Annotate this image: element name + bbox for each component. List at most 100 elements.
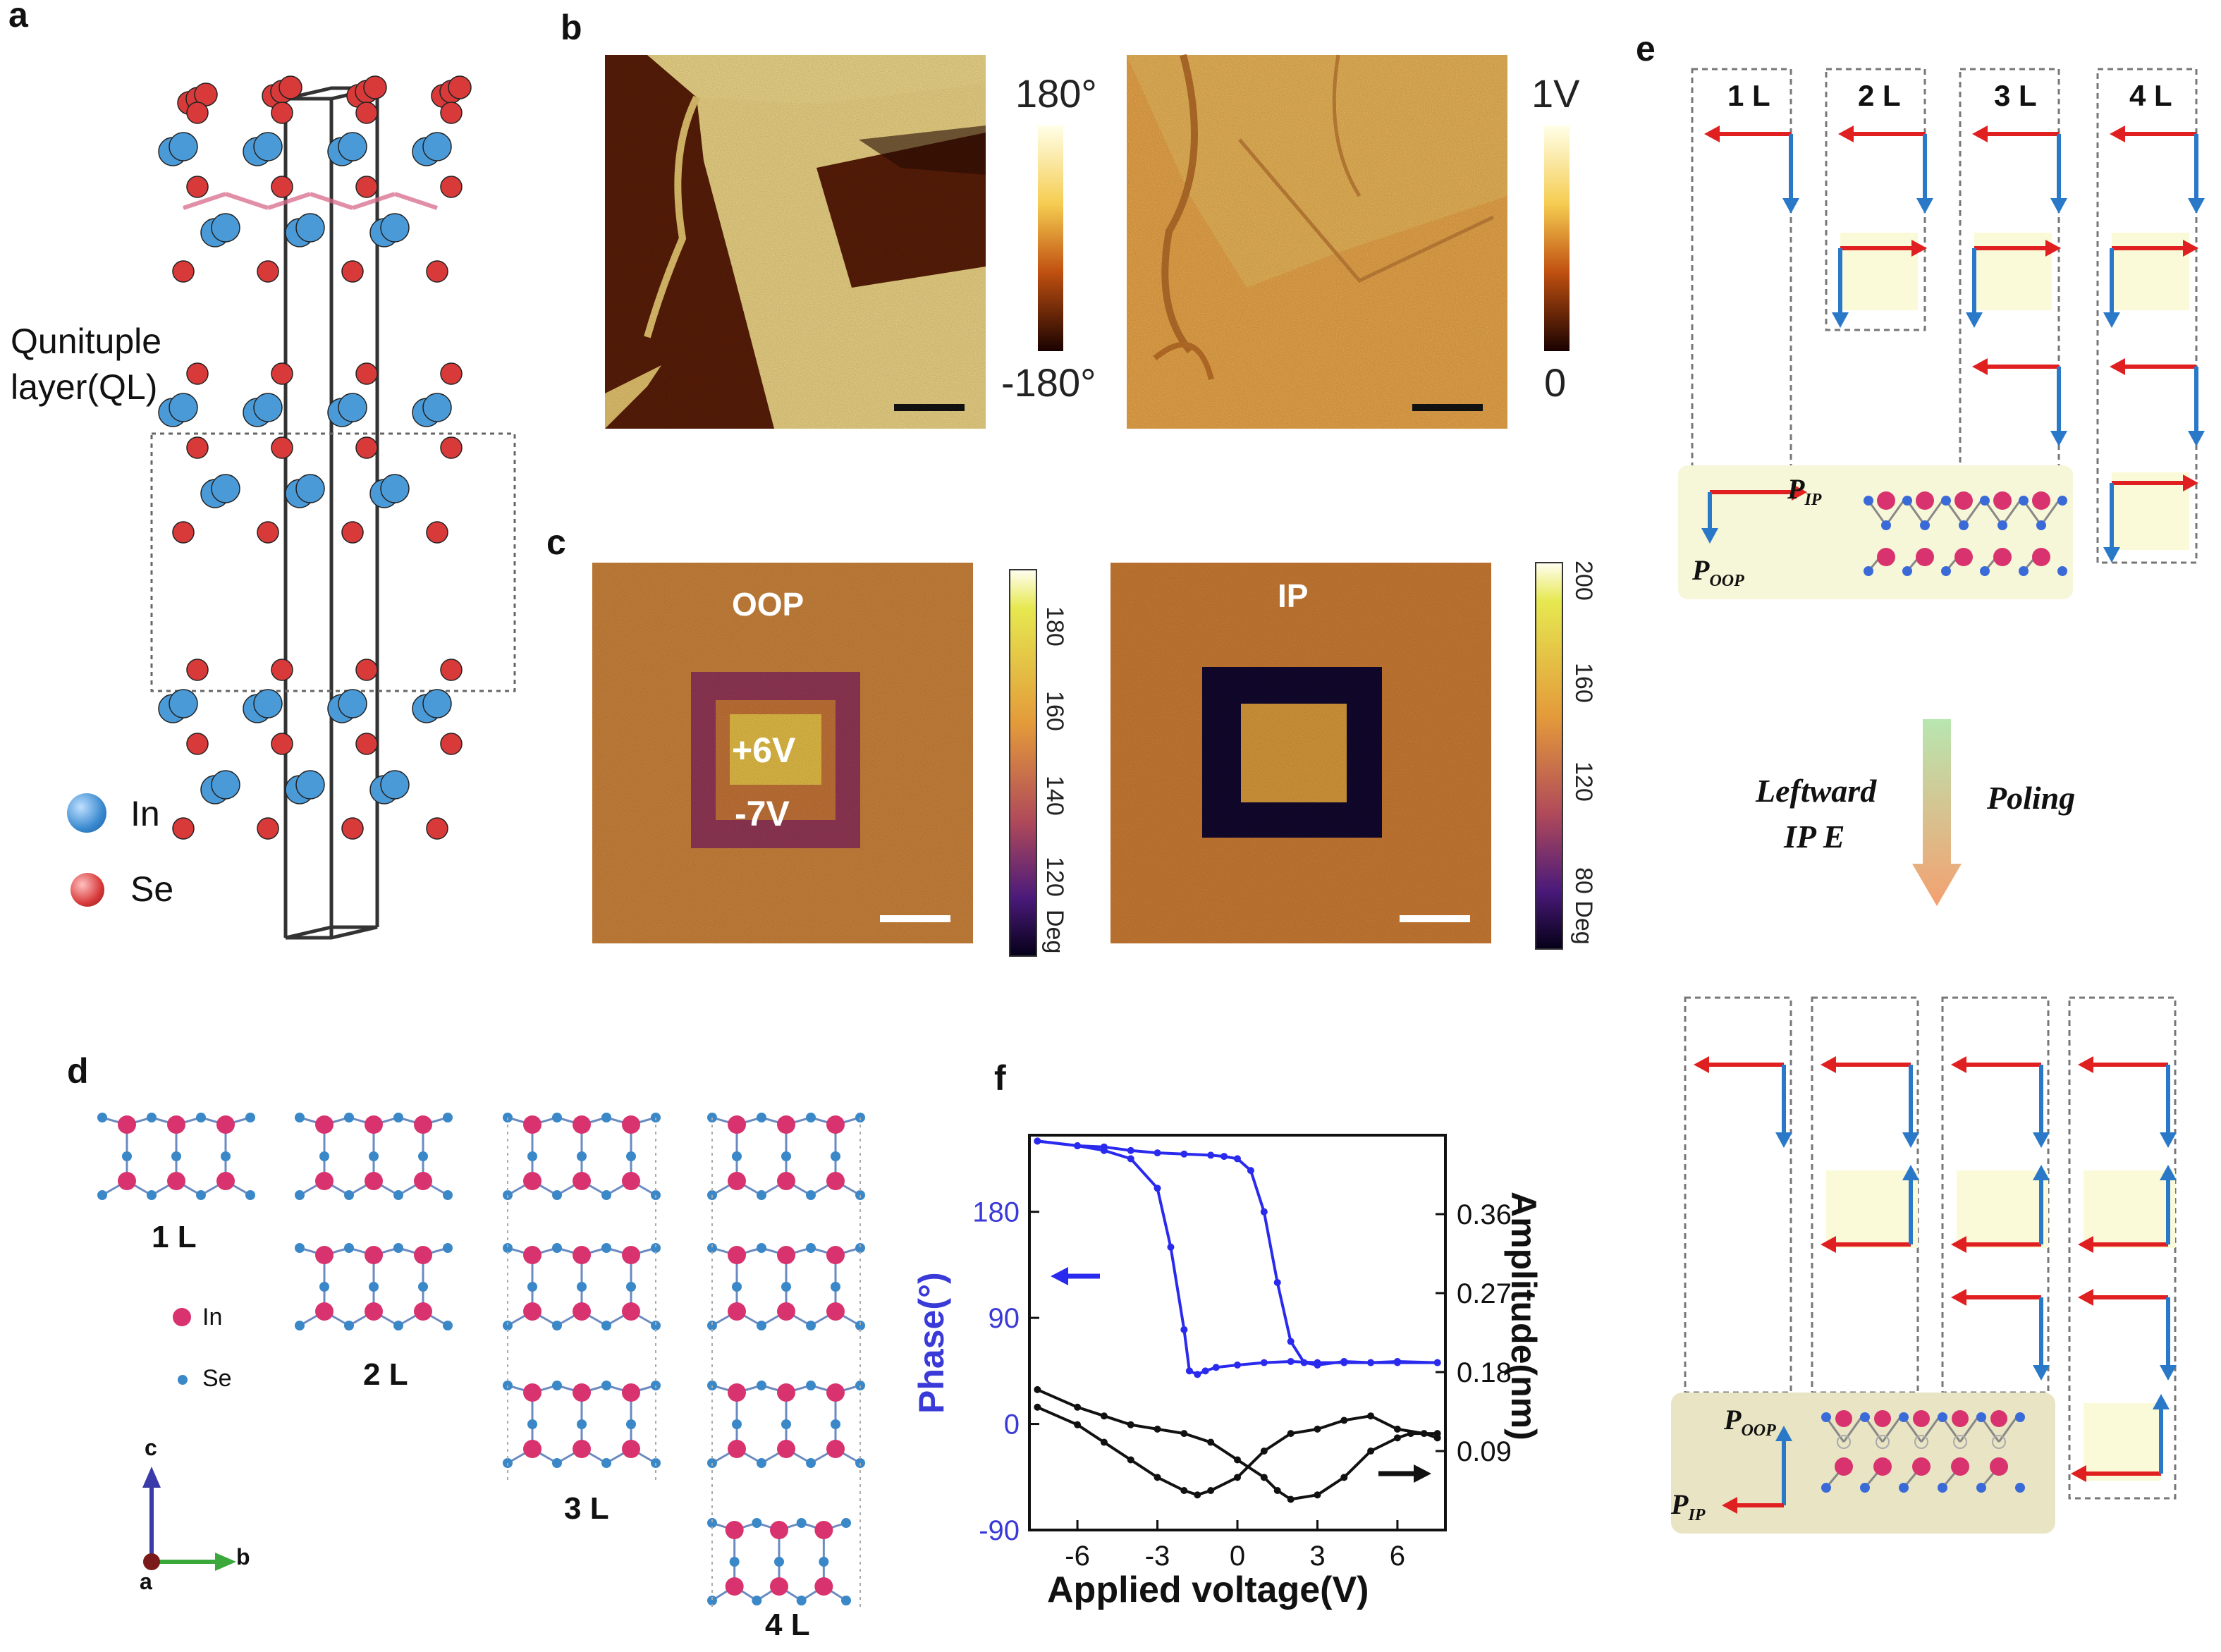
in-atom: [253, 393, 283, 422]
poling-left-text-1: Leftward: [1756, 773, 1877, 809]
oop-tick-deg: Deg: [1041, 910, 1068, 954]
in-atom: [725, 1521, 744, 1539]
se-atom: [601, 1321, 611, 1330]
in-atom: [211, 213, 240, 243]
y-tick-label: 180: [972, 1197, 1020, 1228]
atom-lattice-a: [158, 75, 472, 840]
in-atom: [622, 1302, 640, 1321]
se-atom: [443, 1321, 453, 1330]
se-atom: [774, 1557, 784, 1567]
se-atom: [757, 1381, 766, 1390]
f-xlabel: Applied voltage(V): [1047, 1570, 1369, 1610]
in-atom: [777, 1440, 795, 1458]
in-atom: [169, 689, 198, 718]
se-atom: [341, 817, 364, 840]
se-atom: [732, 1151, 742, 1161]
se-atom: [186, 176, 209, 198]
se-atom: [601, 1381, 611, 1390]
in-atom: [770, 1521, 788, 1539]
series-point: [1340, 1357, 1348, 1365]
se-atom: [781, 1151, 791, 1161]
se-atom: [147, 1113, 157, 1122]
in-atom: [573, 1115, 591, 1134]
series-point: [1154, 1149, 1161, 1157]
series-point: [1154, 1185, 1161, 1192]
series-point: [1393, 1425, 1401, 1433]
in-atom: [728, 1440, 746, 1458]
se-atom: [171, 1151, 181, 1161]
d-layer-1L: 1 L: [152, 1220, 197, 1254]
series-point: [1340, 1417, 1348, 1424]
series-point: [1407, 1430, 1414, 1438]
legend-se-d-text: Se: [202, 1365, 232, 1392]
panel-d-label: d: [67, 1051, 89, 1091]
series-point: [1234, 1155, 1241, 1163]
series-point: [1127, 1155, 1134, 1163]
series-point: [1220, 1153, 1228, 1161]
se-atom: [355, 436, 378, 459]
axis-c-label: c: [145, 1435, 157, 1460]
in-atom: [622, 1440, 640, 1458]
in-atom: [523, 1302, 542, 1321]
in-atom: [523, 1383, 542, 1402]
series-point: [1247, 1167, 1254, 1175]
se-atom: [552, 1381, 562, 1390]
series-point: [1234, 1456, 1241, 1464]
se-atom: [626, 1151, 636, 1161]
se-atom: [841, 1596, 851, 1605]
series-point: [1194, 1491, 1201, 1499]
se-atom: [196, 1113, 206, 1122]
in-atom: [118, 1115, 136, 1134]
se-atom: [426, 521, 448, 544]
se-atom: [97, 1190, 107, 1200]
se-atom: [732, 1419, 742, 1429]
e-bot-pip: PIP: [1671, 1488, 1705, 1525]
se-atom: [295, 1113, 305, 1122]
se-atom: [355, 659, 378, 681]
se-atom: [221, 1151, 231, 1161]
panel-a-label: a: [8, 0, 28, 35]
series-point: [1201, 1367, 1209, 1375]
se-atom: [344, 1243, 354, 1253]
e-top-2L: 2 L: [1858, 79, 1901, 112]
se-atom: [271, 176, 293, 198]
series-point: [1180, 1326, 1188, 1333]
se-atom: [503, 1243, 513, 1253]
se-atom: [271, 733, 293, 755]
ip-tick-160: 160: [1570, 663, 1597, 703]
se-atom: [577, 1151, 587, 1161]
series-point: [1100, 1438, 1108, 1446]
se-atom: [752, 1596, 762, 1605]
se-atom: [440, 102, 463, 124]
se-atom: [601, 1458, 611, 1468]
p-ip-sub: IP: [1804, 491, 1822, 509]
series-point: [1180, 1430, 1188, 1438]
write-outer-voltage: -7V: [735, 794, 790, 833]
f-ylabel: Phase(°): [912, 1272, 951, 1414]
se-atom: [426, 817, 448, 840]
in-atom-icon: [67, 793, 106, 833]
series-point: [1207, 1487, 1215, 1494]
oop-tick-160: 160: [1041, 691, 1068, 731]
se-atom: [172, 260, 195, 283]
se-atom: [757, 1113, 766, 1122]
se-atom: [601, 1113, 611, 1122]
write-inner-voltage: +6V: [732, 730, 796, 770]
se-atom: [271, 102, 293, 124]
ip-tick-120: 120: [1570, 761, 1597, 802]
se-atom: [319, 1151, 329, 1161]
ip-title: IP: [1278, 577, 1309, 614]
se-atom: [552, 1243, 562, 1253]
p-oop-sub-2: OOP: [1741, 1421, 1776, 1440]
in-atom: [380, 770, 410, 800]
poling-left-text-2: IP E: [1784, 819, 1845, 855]
se-atom: [393, 1243, 403, 1253]
series-line-1: [1037, 1139, 1438, 1367]
in-atom: [338, 393, 367, 422]
se-atom: [448, 75, 472, 99]
se-atom: [355, 176, 378, 198]
se-atom: [796, 1596, 807, 1605]
series-point: [1367, 1448, 1375, 1455]
amp-colorbar-min: 0: [1544, 360, 1567, 405]
in-atom: [826, 1246, 845, 1264]
